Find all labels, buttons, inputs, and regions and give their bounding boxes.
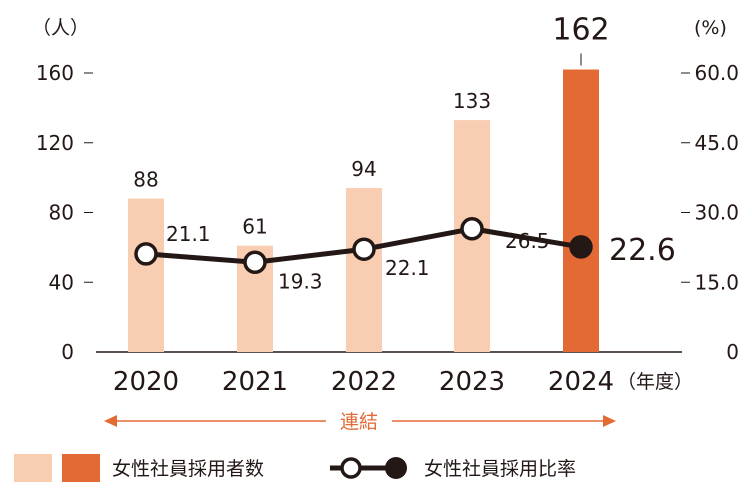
x-unit: （年度）: [617, 371, 693, 393]
bar: [128, 198, 164, 352]
y-left-tick-label: 0: [61, 340, 74, 364]
y-right-unit: (%): [694, 17, 727, 39]
x-tick-label: 2020: [113, 367, 179, 397]
y-left-tick-label: 120: [36, 131, 74, 155]
x-tick-label: 2024: [548, 367, 614, 397]
legend-label-bars: 女性社員採用者数: [112, 458, 264, 480]
rate-marker: [569, 235, 593, 259]
legend-swatch-dark: [62, 454, 100, 482]
data-labels: 88 61 94 133 162 21.1 19.3 22.1 26.5 22.6: [133, 13, 676, 294]
bar: [346, 188, 382, 352]
y-right-tick-label: 0: [726, 340, 739, 364]
y-right-tick-label: 30.0: [694, 201, 739, 225]
rate-marker: [243, 250, 267, 275]
group-arrowhead-left: [104, 415, 117, 427]
group-label: 連結: [340, 411, 378, 433]
rate-marker: [352, 237, 376, 261]
rate-value-label: 26.5: [505, 229, 550, 253]
y-left-tick-label: 80: [49, 201, 74, 225]
bar-value-label: 162: [552, 13, 609, 48]
x-tick-label: 2022: [331, 367, 397, 397]
y-right-tick-label: 45.0: [694, 131, 739, 155]
y-left-unit: （人）: [32, 17, 89, 39]
y-left-tick-label: 40: [49, 270, 74, 294]
x-tick-label: 2021: [222, 367, 288, 397]
bar: [563, 69, 599, 352]
rate-marker: [134, 242, 158, 266]
axes: 0 40 80 120 160 （人） 0 15.0 30.0 45.0 60.0 (%) 2020 20…: [32, 17, 739, 397]
bar-value-label: 61: [242, 215, 267, 239]
bars: [128, 69, 599, 352]
rate-value-label: 19.3: [278, 269, 323, 293]
legend-marker-filled: [385, 457, 407, 479]
group-arrowhead-right: [603, 415, 616, 427]
rate-value-label: 22.6: [609, 233, 676, 268]
rate-marker: [460, 217, 484, 241]
legend-swatch-light: [14, 454, 52, 482]
bar-value-label: 133: [453, 89, 491, 113]
y-right-tick-label: 15.0: [694, 270, 739, 294]
rate-value-label: 22.1: [385, 256, 430, 280]
rate-value-label: 21.1: [166, 222, 211, 246]
legend-label-line: 女性社員採用比率: [424, 458, 576, 480]
bar-value-label: 88: [133, 168, 158, 192]
x-tick-label: 2023: [439, 367, 505, 397]
bar-value-label: 94: [351, 157, 376, 181]
y-right-tick-label: 60.0: [694, 61, 739, 85]
rate-line: [134, 217, 593, 275]
y-left-tick-label: 160: [36, 61, 74, 85]
legend-marker-open: [340, 457, 362, 479]
